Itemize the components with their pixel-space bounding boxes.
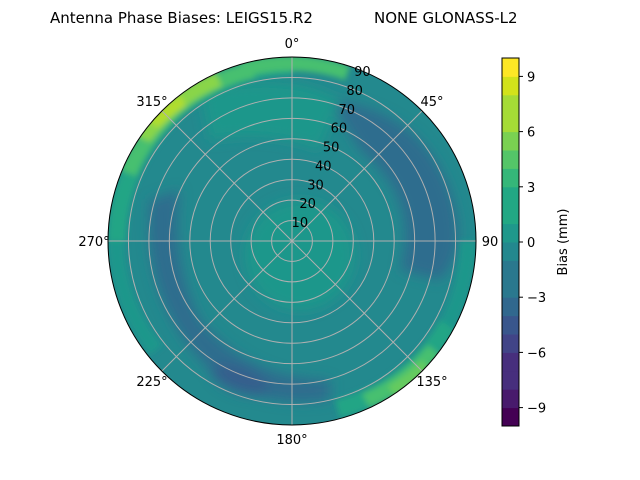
colorbar-band: [502, 334, 519, 353]
colorbar-tick-label: 6: [527, 126, 535, 141]
theta-tick-label: 0°: [285, 37, 300, 52]
colorbar-band: [502, 352, 519, 372]
colorbar: [502, 58, 519, 427]
theta-tick-label: 315°: [136, 95, 167, 110]
radial-tick-label: 60: [331, 122, 348, 137]
colorbar-tick-label: −9: [527, 402, 546, 417]
radial-tick-label: 10: [292, 216, 309, 231]
theta-tick-label: 225°: [136, 375, 167, 390]
colorbar-band: [502, 205, 519, 225]
theta-tick-label: 180°: [276, 433, 307, 448]
chart-title-left: Antenna Phase Biases: LEIGS15.R2: [50, 9, 313, 27]
colorbar-band: [502, 370, 519, 390]
colorbar-band: [502, 94, 519, 114]
colorbar-band: [502, 131, 519, 151]
theta-tick-label: 135°: [416, 375, 447, 390]
colorbar-tick-label: −6: [527, 346, 546, 361]
grid-spoke: [291, 240, 423, 372]
colorbar-tick-label: 9: [527, 70, 535, 85]
colorbar-tick-label: 0: [527, 236, 535, 251]
colorbar-band: [502, 315, 519, 335]
colorbar-band: [502, 297, 519, 317]
radial-tick-label: 20: [299, 197, 316, 212]
colorbar-band: [502, 76, 519, 96]
colorbar-band: [502, 113, 519, 133]
theta-tick-labels: 0° 45° 90 135° 180° 225° 270° 315°: [78, 37, 498, 448]
colorbar-band: [502, 186, 519, 206]
colorbar-band: [502, 242, 519, 261]
colorbar-tick-label: −3: [527, 291, 546, 306]
colorbar-tick-label: 3: [527, 181, 535, 196]
polar-border: [107, 56, 477, 426]
grid-spoke: [291, 110, 423, 242]
theta-tick-label: 90: [482, 235, 499, 250]
theta-tick-label: 45°: [420, 95, 443, 110]
colorbar-band: [502, 58, 519, 77]
radial-tick-label: 40: [315, 159, 332, 174]
colorbar-band: [502, 223, 519, 243]
grid-spoke: [161, 110, 293, 242]
colorbar-band: [502, 260, 519, 280]
colorbar-band: [502, 389, 519, 409]
colorbar-band: [502, 278, 519, 298]
radial-tick-label: 30: [307, 178, 324, 193]
radial-tick-labels: 10 20 30 40 50 60 70 80 90: [292, 65, 371, 231]
colorbar-label: Bias (mm): [556, 209, 571, 276]
colorbar-ticks: 9 6 3 0 −3 −6 −9: [519, 70, 546, 417]
colorbar-band: [502, 407, 519, 427]
colorbar-band: [502, 150, 519, 169]
radial-tick-label: 70: [338, 103, 355, 118]
radial-tick-label: 90: [354, 65, 371, 80]
radial-tick-label: 50: [323, 141, 340, 156]
colorbar-band: [502, 168, 519, 188]
polar-grid: [108, 57, 476, 425]
radial-tick-label: 80: [346, 84, 363, 99]
grid-spoke: [161, 240, 293, 372]
theta-tick-label: 270°: [78, 235, 109, 250]
chart-title-right: NONE GLONASS-L2: [374, 9, 518, 27]
